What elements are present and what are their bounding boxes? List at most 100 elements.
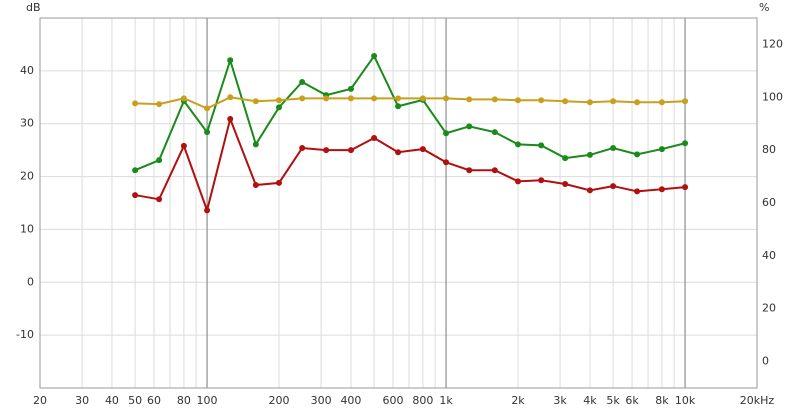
data-point (491, 129, 498, 136)
data-point (419, 95, 426, 102)
data-point (371, 95, 378, 102)
data-point (515, 178, 521, 185)
x-tick-label: 8k (655, 394, 669, 407)
y-tick-label: -10 (16, 328, 34, 341)
data-point (658, 99, 665, 106)
series-line (134, 115, 686, 214)
x-tick-label: 200 (269, 394, 290, 407)
data-point (562, 98, 569, 105)
y-tick-label: 0 (27, 275, 34, 288)
data-point (156, 157, 163, 164)
data-point (276, 179, 282, 186)
data-point (347, 95, 354, 102)
series-line (135, 96, 686, 110)
data-point (276, 97, 282, 104)
data-point (252, 98, 259, 105)
data-point (586, 99, 593, 106)
data-point (252, 182, 259, 189)
data-point (562, 155, 569, 162)
data-point (634, 99, 641, 106)
data-point (515, 141, 521, 148)
y-tick-label: 30 (20, 117, 34, 130)
y2-tick-label: 0 (762, 355, 769, 368)
data-point (491, 167, 498, 174)
x-tick-label: 2k (511, 394, 525, 407)
data-point (682, 184, 689, 191)
data-point (515, 97, 521, 104)
data-point (132, 100, 139, 107)
data-point (610, 145, 617, 152)
data-point (299, 145, 306, 152)
data-point (299, 95, 306, 102)
data-point (610, 183, 617, 190)
y2-tick-label: 120 (762, 37, 783, 50)
data-point (586, 151, 593, 158)
x-tick-label: 600 (383, 394, 404, 407)
x-tick-label: 30 (75, 394, 89, 407)
data-point (132, 192, 139, 199)
x-tick-label: 800 (412, 394, 433, 407)
data-point (466, 96, 473, 103)
y-tick-label: 20 (20, 170, 34, 183)
data-point (347, 147, 354, 154)
y2-tick-label: 20 (762, 302, 776, 315)
data-point (658, 186, 665, 193)
x-tick-label: 4k (583, 394, 597, 407)
x-tick-label: 100 (197, 394, 218, 407)
data-point (395, 149, 402, 156)
data-point (180, 95, 187, 102)
x-tick-label: 20 (33, 394, 47, 407)
x-tick-label: 3k (553, 394, 567, 407)
y-tick-label: 10 (20, 222, 34, 235)
data-point (538, 97, 545, 104)
y-axis-label: dB (26, 1, 41, 14)
data-point (466, 167, 473, 174)
data-point (658, 146, 665, 153)
data-point (227, 115, 234, 122)
data-point (371, 134, 378, 141)
y2-tick-label: 100 (762, 90, 783, 103)
data-point (443, 95, 450, 102)
y2-tick-label: 60 (762, 196, 776, 209)
data-point (204, 129, 211, 136)
data-point (276, 104, 282, 111)
data-point (204, 105, 211, 112)
data-point (466, 123, 473, 130)
data-point (227, 94, 234, 101)
plot-frame (39, 17, 758, 389)
data-point (395, 103, 402, 110)
data-point (682, 140, 689, 147)
data-point (634, 188, 641, 195)
data-point (586, 187, 593, 194)
x-tick-label: 50 (128, 394, 142, 407)
data-point (227, 57, 234, 64)
x-tick-label: 300 (311, 394, 332, 407)
data-point (132, 167, 139, 174)
data-point (395, 95, 402, 102)
data-point (419, 146, 426, 153)
x-tick-label: 80 (177, 394, 191, 407)
data-point (323, 147, 330, 154)
x-tick-label: 400 (340, 394, 361, 407)
data-point (443, 159, 450, 166)
data-point (323, 95, 330, 102)
x-tick-label: 1k (439, 394, 453, 407)
y2-tick-label: 80 (762, 143, 776, 156)
data-point (347, 85, 354, 92)
data-point (562, 180, 569, 187)
data-point (252, 141, 259, 148)
data-point (299, 78, 306, 85)
data-point (371, 53, 378, 60)
data-point (156, 196, 163, 203)
series-line (134, 54, 686, 172)
data-point (204, 207, 211, 214)
data-point (156, 101, 163, 108)
y-tick-label: 40 (20, 64, 34, 77)
data-point (491, 96, 498, 103)
x-tick-label: 5k (606, 394, 620, 407)
x-tick-label: 20kHz (740, 394, 775, 407)
data-point (538, 177, 545, 184)
data-point (610, 98, 617, 105)
